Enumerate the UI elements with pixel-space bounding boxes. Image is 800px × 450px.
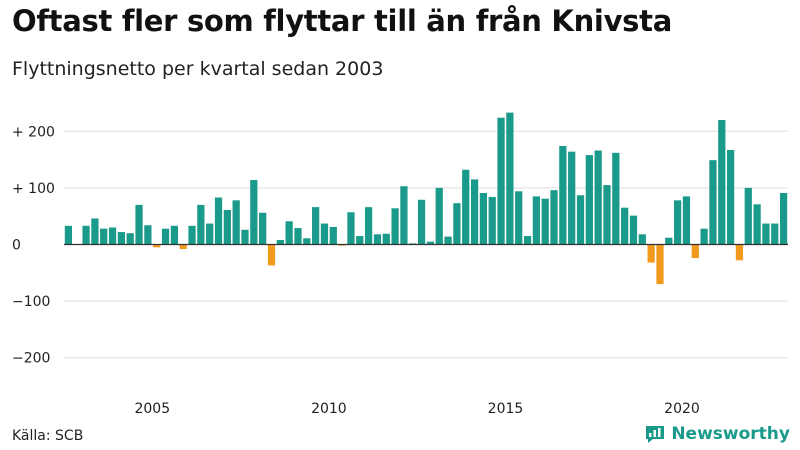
bar — [435, 187, 443, 245]
y-tick-label: −200 — [12, 351, 50, 367]
bar — [541, 198, 549, 245]
bar — [179, 244, 187, 250]
bar — [656, 244, 664, 285]
bar — [303, 238, 311, 245]
bar — [612, 152, 620, 245]
bar — [417, 199, 426, 245]
bar — [135, 204, 143, 245]
bar — [453, 203, 461, 245]
chart-title: Oftast fler som flyttar till än från Kni… — [12, 4, 672, 38]
bar — [682, 196, 691, 245]
bar — [735, 244, 744, 261]
bar — [506, 112, 514, 245]
bar — [470, 179, 479, 245]
bar — [223, 209, 231, 245]
bar — [64, 225, 73, 245]
bar — [603, 185, 611, 245]
bar — [515, 191, 523, 245]
bar — [153, 244, 161, 248]
bar — [347, 212, 355, 245]
bar — [356, 236, 364, 245]
bar — [250, 179, 258, 245]
bar — [117, 232, 126, 245]
y-tick-label: −100 — [12, 294, 50, 310]
bar — [779, 192, 788, 245]
bar — [100, 228, 108, 245]
bar — [594, 150, 602, 245]
bar — [170, 225, 178, 245]
x-tick-label: 2015 — [488, 401, 524, 417]
bar — [665, 237, 673, 245]
bar — [753, 204, 761, 245]
x-tick-label: 2010 — [311, 401, 347, 417]
bar — [188, 225, 196, 245]
bar — [197, 204, 205, 245]
bar — [400, 186, 408, 245]
bar — [241, 229, 249, 245]
bar — [267, 244, 276, 266]
bar — [532, 196, 540, 245]
bar — [497, 117, 505, 245]
x-tick-label: 2020 — [664, 401, 700, 417]
bar — [294, 228, 302, 245]
bar — [638, 234, 646, 245]
bar — [762, 223, 770, 245]
bar — [373, 234, 382, 245]
source-note: Källa: SCB — [12, 428, 84, 444]
bar — [550, 190, 558, 245]
bar — [621, 207, 629, 245]
bar — [276, 239, 284, 245]
bar — [259, 212, 267, 245]
bar — [726, 149, 735, 245]
bar — [329, 226, 337, 245]
bar — [744, 187, 752, 245]
bar — [576, 195, 585, 245]
bar — [462, 169, 470, 245]
bar — [364, 207, 373, 245]
chart-bubble-icon — [646, 426, 665, 443]
bar — [382, 233, 390, 245]
y-tick-label: 0 — [12, 238, 21, 254]
bar — [232, 200, 240, 245]
bar — [647, 244, 655, 263]
bar — [320, 223, 329, 245]
bar — [444, 236, 452, 245]
bar — [479, 192, 488, 245]
bar — [709, 160, 717, 245]
bar — [82, 225, 90, 245]
bar — [144, 225, 152, 245]
bar — [488, 196, 496, 245]
bar — [161, 228, 170, 245]
bar — [674, 200, 682, 245]
bar — [523, 236, 532, 245]
brand-name: Newsworthy — [671, 424, 790, 444]
bar — [126, 233, 134, 245]
bar — [214, 197, 223, 245]
bar — [426, 241, 435, 245]
bar — [206, 223, 214, 245]
brand-logo: Newsworthy — [644, 424, 790, 444]
bar — [585, 155, 593, 245]
bar — [91, 218, 99, 245]
bar — [568, 151, 576, 245]
bar — [285, 221, 293, 245]
y-tick-label: + 100 — [12, 181, 55, 197]
bar — [108, 227, 117, 245]
bar — [629, 215, 638, 245]
bar — [691, 244, 699, 259]
bar — [700, 228, 708, 245]
bar — [391, 208, 399, 245]
bar — [312, 207, 320, 245]
bar — [771, 223, 779, 245]
bar — [559, 146, 567, 245]
y-tick-label: + 200 — [12, 124, 55, 140]
bar — [718, 119, 726, 245]
x-tick-label: 2005 — [134, 401, 170, 417]
chart-subtitle: Flyttningsnetto per kvartal sedan 2003 — [12, 58, 384, 80]
